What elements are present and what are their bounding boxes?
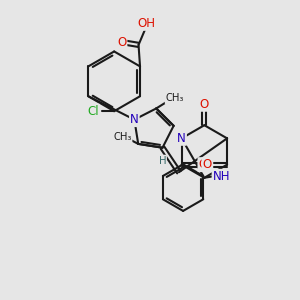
Text: CH₃: CH₃ (113, 132, 132, 142)
Text: NH: NH (213, 170, 230, 183)
Text: O: O (202, 158, 212, 171)
Text: O: O (200, 98, 209, 111)
Text: O: O (117, 36, 126, 49)
Text: Cl: Cl (88, 105, 99, 118)
Text: N: N (130, 113, 139, 126)
Text: CH₃: CH₃ (166, 93, 184, 103)
Text: H: H (159, 155, 166, 166)
Text: OH: OH (138, 17, 156, 30)
Text: O: O (199, 158, 208, 171)
Text: N: N (177, 132, 186, 145)
